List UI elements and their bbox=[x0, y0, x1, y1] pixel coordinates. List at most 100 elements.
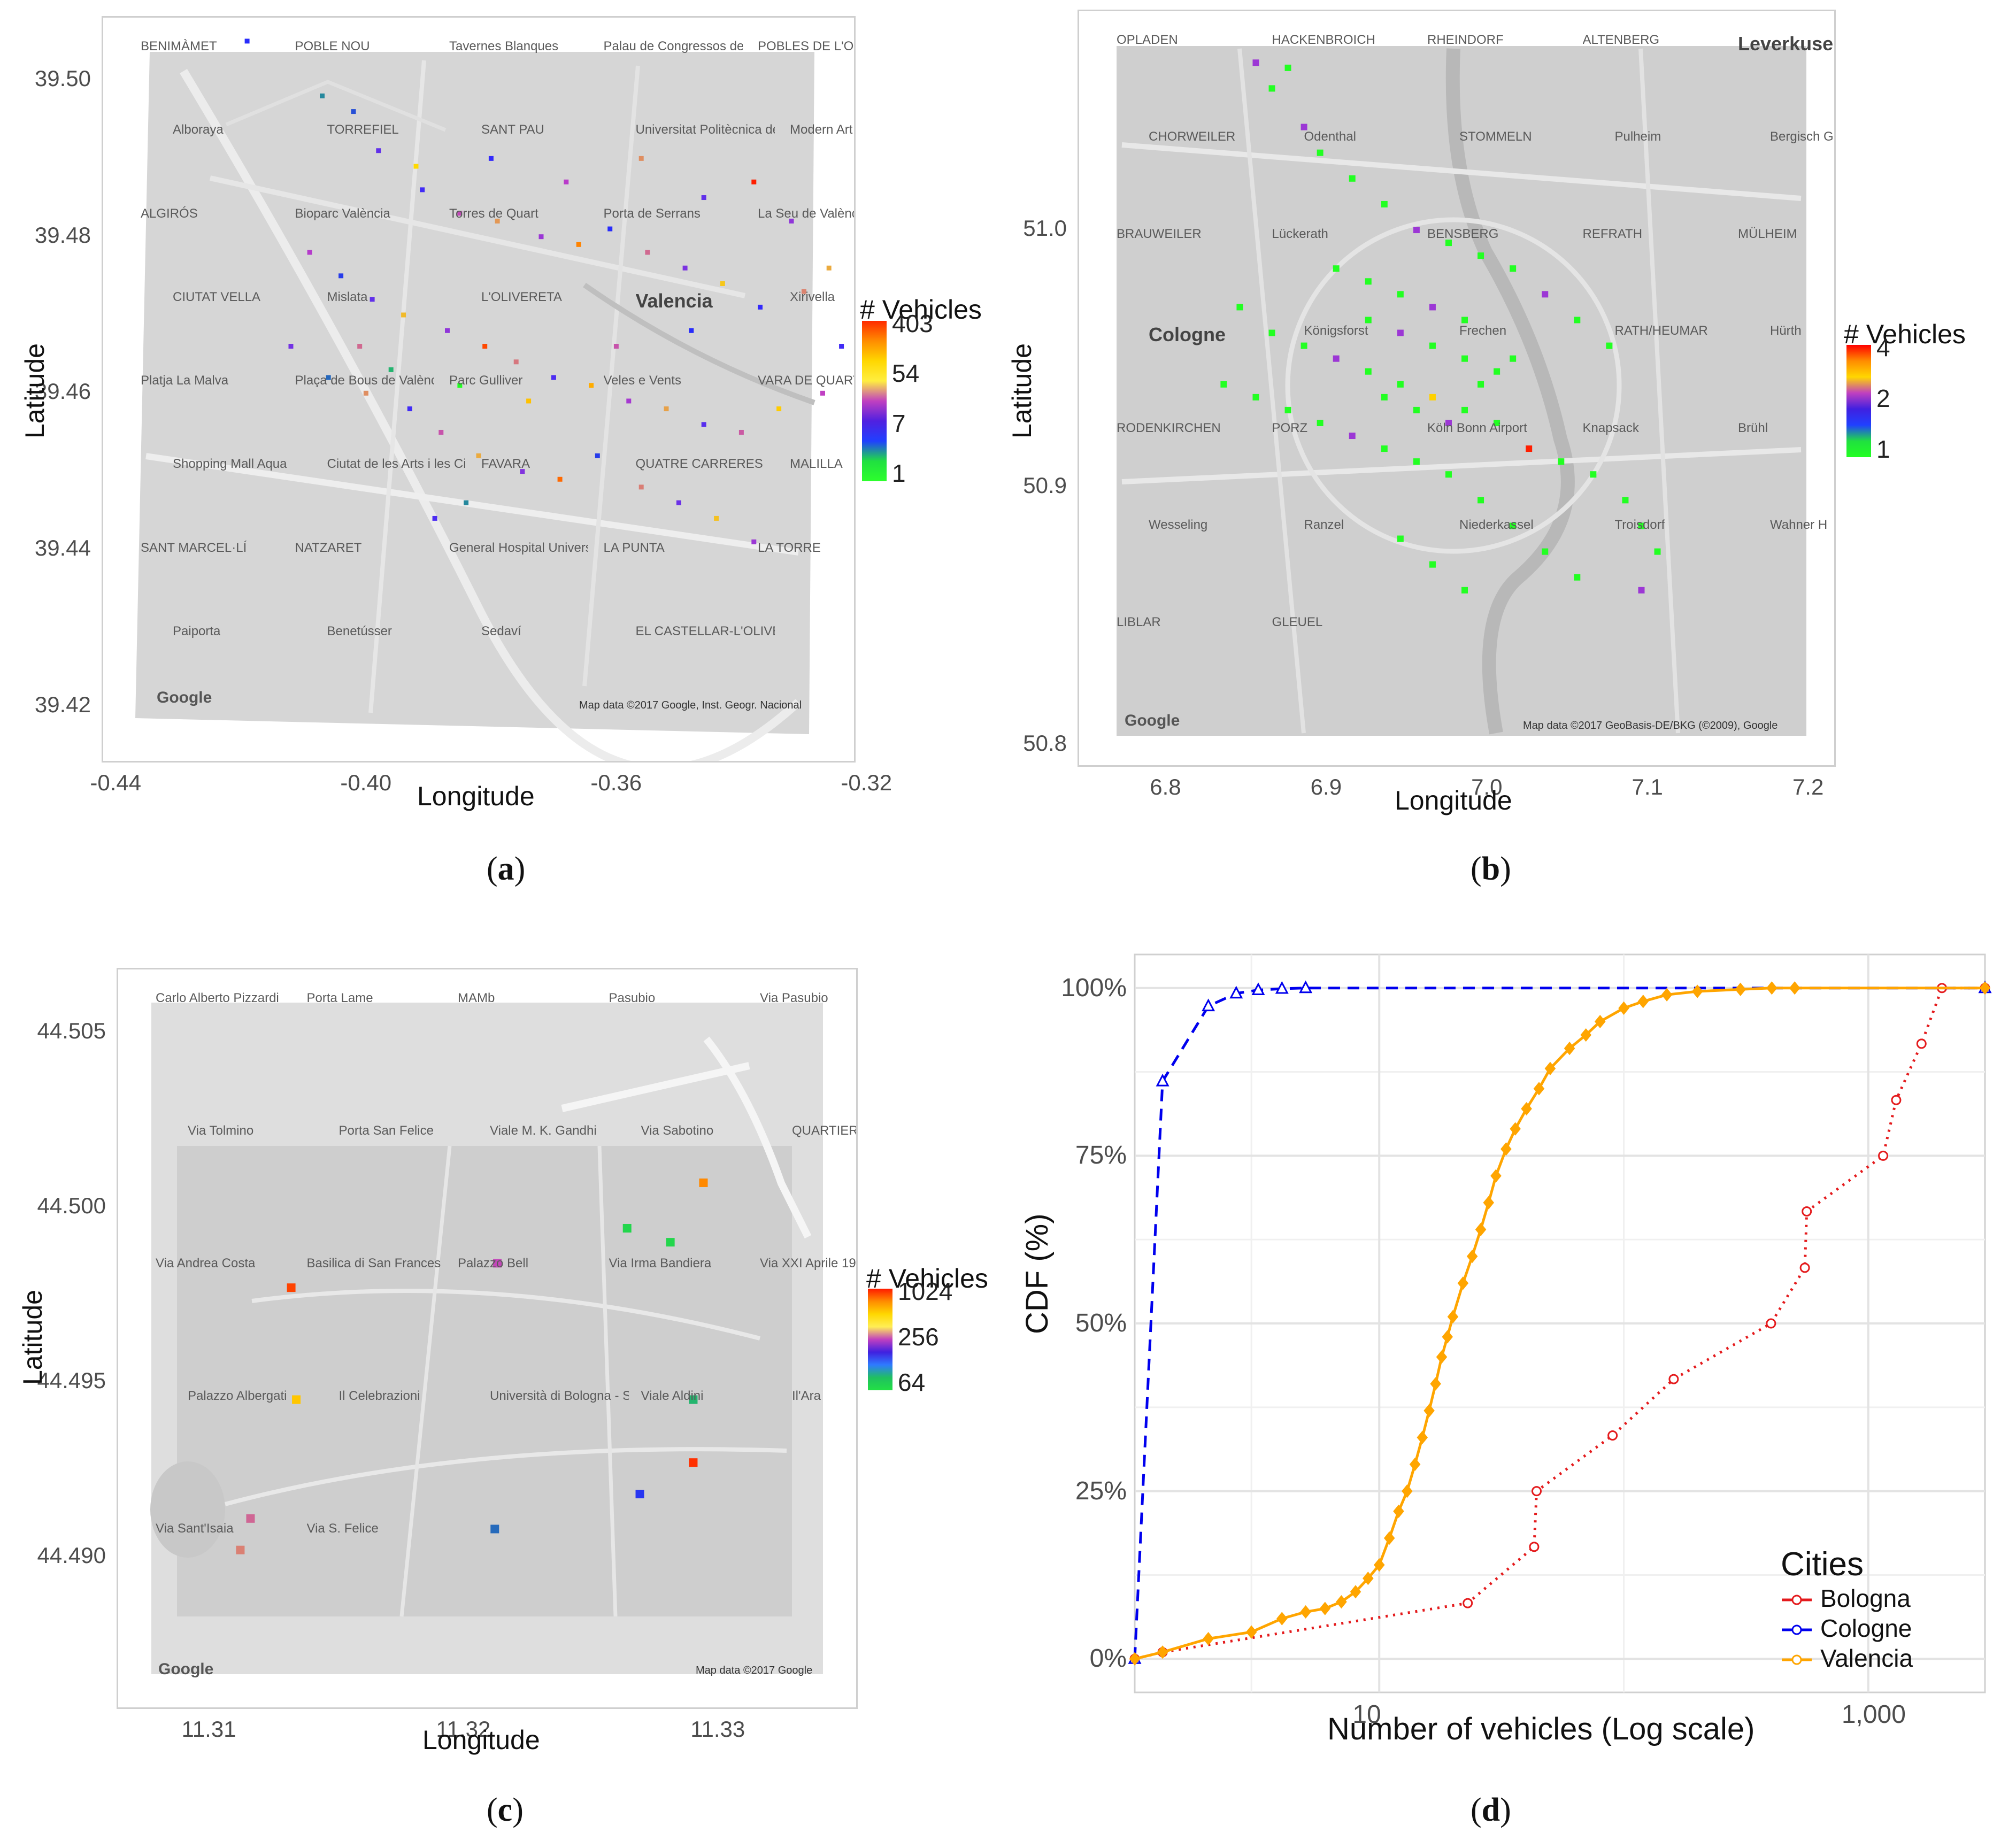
data-point bbox=[1510, 522, 1517, 529]
data-point bbox=[607, 226, 613, 232]
data-point bbox=[432, 515, 437, 521]
map-label: BRAUWEILER bbox=[1117, 226, 1202, 241]
data-point-valencia bbox=[1475, 1222, 1487, 1236]
y-tick-label: 39.50 bbox=[34, 66, 91, 91]
map-label: OPLADEN bbox=[1117, 33, 1178, 47]
x-tick-label: 6.8 bbox=[1150, 774, 1181, 799]
data-point bbox=[1494, 419, 1500, 426]
data-point bbox=[564, 179, 569, 184]
map-label: Ciutat de les Arts i les Ciències bbox=[327, 457, 466, 472]
data-point bbox=[244, 38, 250, 44]
map-label: General Hospital Universitari i Politècn… bbox=[449, 540, 588, 555]
map-label: CIUTAT VELLA bbox=[173, 289, 261, 304]
google-logo-c: Google bbox=[158, 1660, 214, 1678]
map-label: Tavernes Blanques bbox=[449, 39, 559, 53]
data-point bbox=[1301, 124, 1307, 130]
data-point bbox=[1445, 471, 1452, 478]
data-point-valencia bbox=[1691, 984, 1703, 998]
y-tick-label: 50.9 bbox=[1023, 473, 1067, 498]
data-point bbox=[520, 469, 525, 474]
legend-item-valencia: Valencia bbox=[1781, 1643, 1913, 1673]
map-label: Leverkusen bbox=[1738, 33, 1836, 55]
data-point bbox=[246, 1514, 255, 1523]
map-label: Lückerath bbox=[1272, 226, 1328, 241]
map-label: Odenthal bbox=[1304, 129, 1356, 144]
map-label: LA TORRE bbox=[758, 540, 821, 555]
data-point bbox=[699, 1178, 708, 1187]
data-point-valencia bbox=[1521, 1102, 1532, 1116]
data-point bbox=[738, 429, 744, 435]
data-point bbox=[1365, 368, 1372, 375]
data-point-bologna bbox=[1766, 1318, 1776, 1329]
map-label: POBLES DE L'OEST bbox=[758, 39, 854, 53]
data-point-valencia bbox=[1789, 981, 1800, 995]
data-point bbox=[839, 344, 844, 349]
x-tick-label: -0.44 bbox=[90, 770, 142, 795]
data-point bbox=[1397, 381, 1404, 388]
y-tick-label: 39.42 bbox=[34, 691, 91, 717]
data-point bbox=[292, 1395, 301, 1404]
plot-area-a: BENIMÀMET POBLE NOU Tavernes Blanques Palau… bbox=[102, 16, 856, 763]
data-point bbox=[1445, 419, 1452, 426]
data-point bbox=[551, 375, 556, 380]
map-label: RATH/HEUMAR bbox=[1614, 324, 1708, 338]
data-point-valencia bbox=[1594, 1014, 1606, 1029]
data-point bbox=[1220, 381, 1227, 388]
data-point bbox=[1381, 201, 1388, 207]
data-point bbox=[1526, 445, 1533, 452]
map-label: Via Sant'Isaia bbox=[156, 1521, 234, 1536]
data-point-cologne bbox=[1299, 980, 1313, 994]
google-logo-b: Google bbox=[1125, 712, 1180, 729]
data-point-cologne bbox=[1229, 985, 1243, 999]
data-point bbox=[1317, 149, 1323, 156]
x-axis-title-d: Number of vehicles (Log scale) bbox=[1327, 1712, 1755, 1746]
y-tick-label: 44.490 bbox=[37, 1542, 106, 1568]
points-c bbox=[236, 1178, 708, 1554]
data-point-valencia bbox=[1544, 1061, 1556, 1075]
data-point bbox=[820, 390, 825, 396]
map-label: Il'Ara bbox=[792, 1389, 821, 1403]
data-point-bologna bbox=[1802, 1206, 1812, 1216]
data-point-bologna bbox=[1799, 1262, 1810, 1273]
map-label: Università di Bologna - Scuola di Ingegn… bbox=[490, 1389, 629, 1403]
data-point bbox=[1252, 394, 1259, 401]
data-point bbox=[801, 289, 806, 294]
map-label: Sedaví bbox=[481, 623, 521, 638]
y-tick-label: 50% bbox=[1075, 1309, 1127, 1337]
map-label: Viale Aldini bbox=[641, 1389, 704, 1403]
y-tick-label: 51.0 bbox=[1023, 215, 1067, 241]
data-point bbox=[1558, 458, 1565, 465]
map-label: ALGIRÓS bbox=[141, 206, 198, 221]
data-point bbox=[1429, 394, 1436, 401]
data-point-valencia bbox=[1409, 1457, 1421, 1472]
data-point-valencia bbox=[1436, 1350, 1448, 1364]
data-point-valencia bbox=[1129, 1652, 1141, 1666]
data-point-valencia bbox=[1661, 988, 1673, 1002]
map-label: Via Pasubio bbox=[760, 991, 828, 1005]
data-point bbox=[1397, 291, 1404, 298]
data-point bbox=[513, 359, 519, 365]
legend-title-a: # Vehicles bbox=[860, 295, 982, 325]
x-tick-label: 6.9 bbox=[1310, 774, 1342, 799]
data-point bbox=[1365, 278, 1372, 285]
y-tick-label: 39.48 bbox=[34, 222, 91, 248]
data-point-bologna bbox=[1916, 1038, 1927, 1049]
data-point-valencia bbox=[1393, 1504, 1404, 1518]
map-label: Via Andrea Costa bbox=[156, 1256, 256, 1270]
data-point-valencia bbox=[1483, 1196, 1495, 1210]
map-label: Porta Lame bbox=[306, 991, 373, 1005]
data-point bbox=[1574, 317, 1581, 324]
data-point bbox=[320, 93, 325, 98]
map-attribution-c: Map data ©2017 Google bbox=[696, 1665, 813, 1676]
map-label: REFRATH bbox=[1582, 226, 1643, 241]
data-point bbox=[1478, 381, 1484, 388]
data-point-bologna bbox=[1607, 1430, 1618, 1441]
data-point bbox=[464, 500, 469, 505]
map-label: Torres de Quart bbox=[449, 206, 538, 221]
x-tick-label: -0.32 bbox=[841, 770, 892, 795]
map-label: Plaça de Bous de València bbox=[295, 373, 434, 388]
data-point-bologna bbox=[1529, 1542, 1540, 1552]
map-label: Frechen bbox=[1459, 324, 1507, 338]
data-point bbox=[1429, 304, 1436, 311]
cdf-chart bbox=[1128, 953, 1992, 1693]
